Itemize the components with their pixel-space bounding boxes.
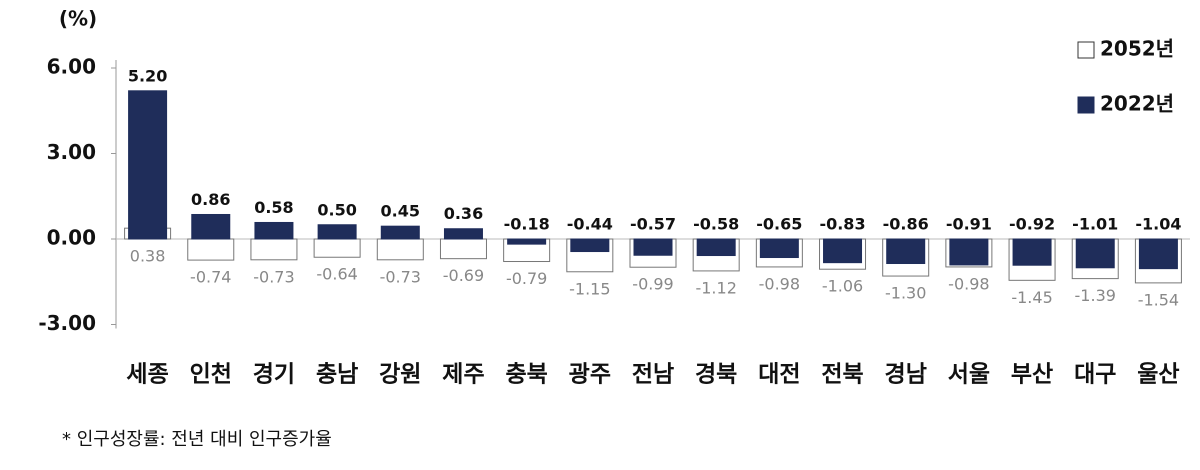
- bar: [380, 225, 420, 240]
- value-label: -0.69: [443, 266, 484, 285]
- bar: [443, 228, 483, 240]
- value-label: -1.12: [695, 278, 736, 297]
- x-tick-label: 광주: [569, 362, 611, 388]
- legend-label: 2052년: [1100, 37, 1174, 61]
- bar: [886, 238, 926, 265]
- value-label: -1.04: [1135, 215, 1181, 234]
- bar: [439, 238, 487, 260]
- value-label: -0.79: [506, 269, 547, 288]
- x-tick-label: 충남: [316, 362, 358, 388]
- bar: [250, 238, 298, 261]
- legend-swatch: [1077, 41, 1095, 59]
- value-label: -0.73: [253, 267, 294, 286]
- value-label: -0.57: [630, 215, 676, 234]
- bar: [1012, 238, 1052, 266]
- bar: [128, 90, 168, 240]
- value-label: -0.92: [1009, 215, 1055, 234]
- x-tick-label: 인천: [190, 362, 232, 388]
- legend-label: 2022년: [1100, 92, 1174, 116]
- x-tick-label: 대전: [758, 362, 800, 388]
- footnote: * 인구성장률: 전년 대비 인구증가율: [62, 429, 332, 450]
- x-tick-label: 세종: [126, 362, 168, 388]
- y-tick-label: -3.00: [38, 311, 96, 335]
- value-label: 0.50: [317, 200, 356, 219]
- y-tick-label: 3.00: [47, 140, 96, 164]
- bar: [191, 213, 231, 240]
- bar: [1075, 238, 1115, 269]
- bar: [317, 224, 357, 240]
- x-tick-label: 전북: [821, 362, 863, 388]
- bar: [696, 238, 736, 257]
- value-label: -1.30: [885, 284, 926, 303]
- value-label: -0.64: [316, 265, 357, 284]
- value-label: -0.74: [190, 268, 231, 287]
- value-label: 0.36: [444, 204, 483, 223]
- x-tick-label: 경기: [253, 362, 295, 388]
- value-label: -1.39: [1075, 286, 1116, 305]
- value-label: 0.58: [254, 198, 293, 217]
- value-label: -1.06: [822, 277, 863, 296]
- x-tick-label: 전남: [632, 362, 674, 388]
- value-label: -0.86: [883, 215, 929, 234]
- bar: [1138, 238, 1178, 270]
- value-label: -1.15: [569, 279, 610, 298]
- bar: [254, 221, 294, 240]
- bar: [570, 238, 610, 253]
- value-label: -0.65: [756, 215, 802, 234]
- x-tick-label: 부산: [1011, 362, 1053, 388]
- unit-label: (%): [59, 7, 97, 31]
- value-label: 0.38: [130, 247, 166, 266]
- value-label: 0.45: [381, 202, 420, 221]
- bar: [313, 238, 361, 258]
- value-label: -0.98: [759, 274, 800, 293]
- value-label: -0.58: [693, 215, 739, 234]
- value-label: -0.44: [567, 215, 613, 234]
- y-tick-label: 0.00: [47, 226, 96, 250]
- x-tick-label: 대구: [1074, 362, 1116, 388]
- value-label: -0.73: [380, 267, 421, 286]
- bar: [187, 238, 235, 261]
- x-tick-label: 강원: [379, 362, 421, 388]
- bar: [823, 238, 863, 264]
- bar: [759, 238, 799, 259]
- bar: [949, 238, 989, 266]
- bar: [507, 238, 547, 245]
- value-label: -0.83: [819, 215, 865, 234]
- x-tick-label: 서울: [948, 362, 990, 388]
- x-tick-label: 경남: [885, 362, 927, 388]
- x-tick-label: 충북: [505, 362, 547, 388]
- value-label: -1.54: [1138, 290, 1179, 309]
- value-label: -1.45: [1011, 288, 1052, 307]
- value-label: -0.18: [504, 215, 550, 234]
- value-label: -0.99: [632, 275, 673, 294]
- value-label: -0.91: [946, 215, 992, 234]
- value-label: -0.98: [948, 274, 989, 293]
- bar: [633, 238, 673, 256]
- x-tick-label: 경북: [695, 362, 737, 388]
- x-tick-label: 제주: [442, 362, 484, 388]
- value-label: 5.20: [128, 66, 167, 85]
- y-tick-label: 6.00: [47, 55, 96, 79]
- x-tick-label: 울산: [1137, 362, 1179, 388]
- value-label: 0.86: [191, 190, 230, 209]
- legend-swatch: [1077, 96, 1095, 114]
- value-label: -1.01: [1072, 215, 1118, 234]
- bar: [376, 238, 424, 261]
